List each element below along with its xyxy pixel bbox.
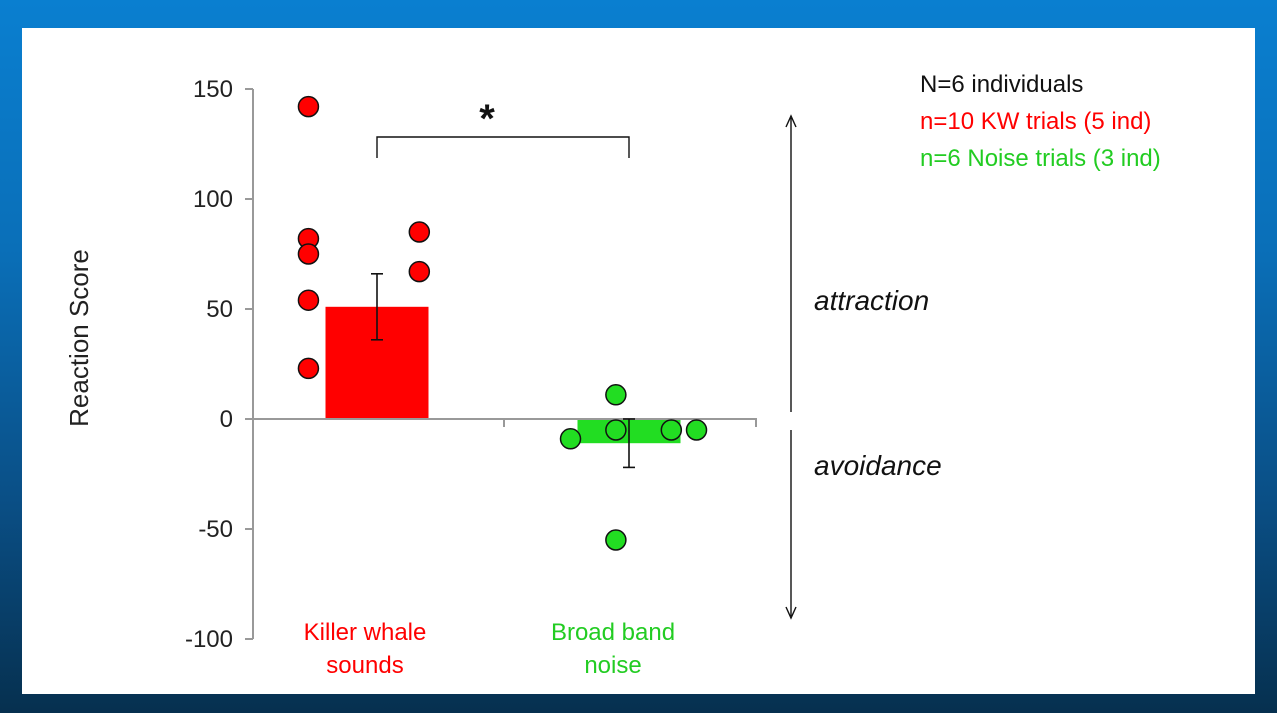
data-point: [408, 221, 431, 243]
significance-bracket: [376, 136, 630, 158]
y-tick-label: -50: [198, 516, 233, 543]
data-point: [297, 357, 320, 380]
data-point: [660, 419, 683, 441]
sample-size-note: n=10 KW trials (5 ind): [920, 108, 1151, 135]
y-tick-label: 100: [193, 186, 233, 213]
y-tick-label: 0: [220, 406, 233, 433]
y-tick-label: 150: [193, 76, 233, 103]
category-label: sounds: [326, 652, 403, 679]
category-label: noise: [584, 652, 641, 679]
y-tick-label: 50: [206, 296, 233, 323]
data-point: [297, 95, 320, 118]
data-point: [559, 428, 582, 450]
attraction-label: attraction: [814, 285, 929, 316]
data-point: [605, 529, 627, 551]
attraction-arrowhead: [785, 114, 797, 128]
y-tick-label: -100: [185, 626, 233, 653]
avoidance-label: avoidance: [814, 450, 942, 481]
data-point: [685, 419, 708, 441]
category-label: Killer whale: [304, 619, 427, 646]
data-point: [297, 289, 320, 311]
data-point: [297, 243, 320, 265]
category-label: Broad band: [551, 619, 675, 646]
y-axis-label: Reaction Score: [64, 249, 94, 427]
data-point: [408, 260, 431, 283]
avoidance-arrowhead: [785, 606, 797, 620]
reaction-score-chart: 150 100 50 0 -50 -100 Reaction Score Killer wh…: [64, 71, 1161, 679]
data-point: [605, 384, 627, 406]
sample-size-note: N=6 individuals: [920, 71, 1083, 98]
sample-size-note: n=6 Noise trials (3 ind): [920, 145, 1161, 172]
data-point: [605, 419, 627, 441]
slide: 150 100 50 0 -50 -100 Reaction Score Killer wh…: [22, 28, 1255, 694]
significance-star: *: [479, 97, 495, 141]
